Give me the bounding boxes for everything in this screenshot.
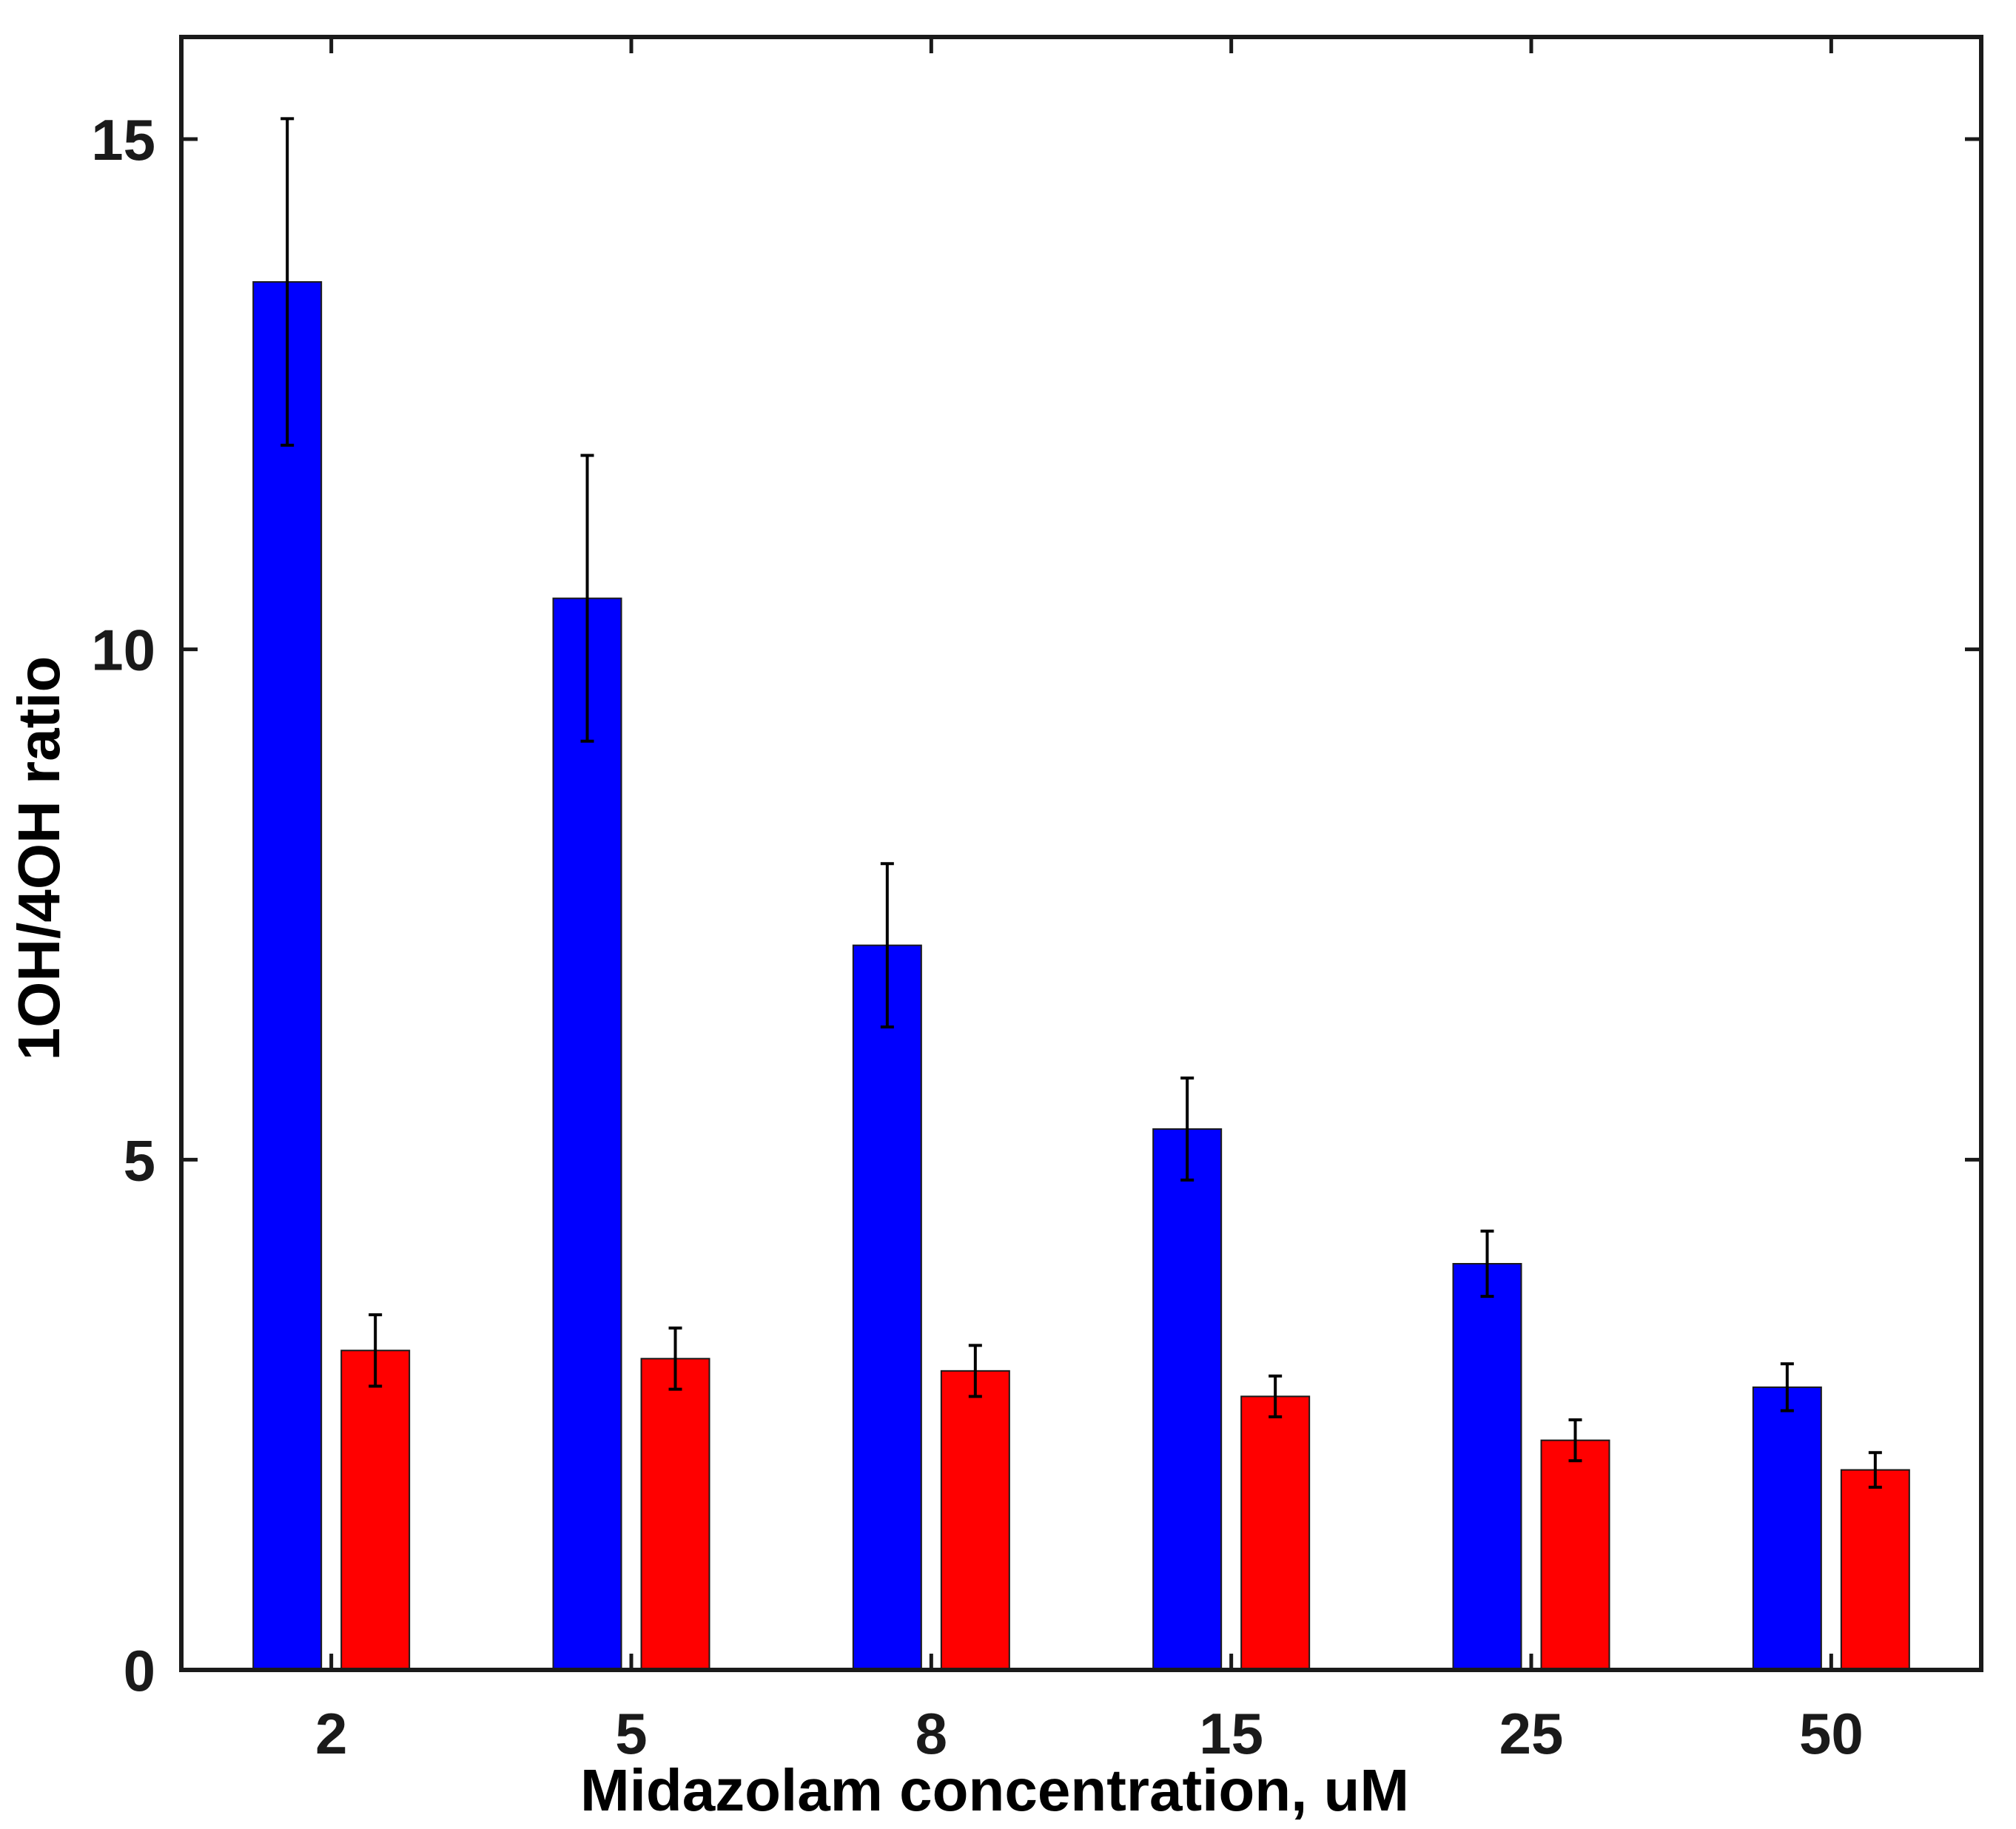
error-bars-layer [280,117,1882,1489]
y-tick-label-15: 15 [91,107,155,172]
error-bar-series-blue-50 [1780,1362,1794,1412]
error-bar-series-red-2 [369,1313,383,1388]
x-tick-label-2: 2 [315,1701,347,1766]
error-bar-series-blue-2 [280,117,295,447]
bar-series-red-15 [1240,1395,1311,1671]
bar-series-blue-8 [852,944,922,1671]
error-bar-series-blue-25 [1480,1229,1494,1299]
y-tick-label-5: 5 [124,1128,155,1193]
y-tick-label-0: 0 [124,1638,155,1703]
bar-series-blue-50 [1752,1386,1822,1671]
bar-series-red-25 [1540,1439,1610,1671]
bar-series-red-2 [340,1350,411,1671]
y-tick-label-10: 10 [91,618,155,683]
bar-series-red-8 [940,1370,1010,1671]
x-tick-label-5: 5 [615,1701,647,1766]
x-tick-label-15: 15 [1199,1701,1263,1766]
x-tick-label-50: 50 [1799,1701,1864,1766]
x-tick-label-8: 8 [915,1701,947,1766]
bar-series-blue-15 [1152,1128,1223,1671]
bar-series-blue-25 [1452,1263,1522,1671]
error-bar-series-blue-8 [880,862,894,1028]
error-bar-series-red-5 [668,1326,682,1391]
y-axis-title: 1OH/4OH ratio [6,656,72,1061]
bars-layer [252,281,1910,1671]
error-bar-series-red-8 [968,1344,982,1398]
bar-series-red-5 [640,1358,710,1671]
bar-series-blue-5 [552,597,622,1671]
error-bar-series-red-50 [1868,1451,1882,1489]
error-bar-series-blue-15 [1180,1076,1195,1182]
bar-series-blue-2 [252,281,323,1671]
error-bar-series-blue-5 [580,454,594,743]
error-bar-series-red-25 [1568,1418,1582,1463]
x-tick-label-25: 25 [1499,1701,1564,1766]
x-axis-title: Midazolam concentration, uM [580,1757,1409,1823]
plot-frame [179,35,1983,1672]
error-bar-series-red-15 [1269,1374,1283,1418]
bar-series-red-50 [1840,1469,1910,1671]
